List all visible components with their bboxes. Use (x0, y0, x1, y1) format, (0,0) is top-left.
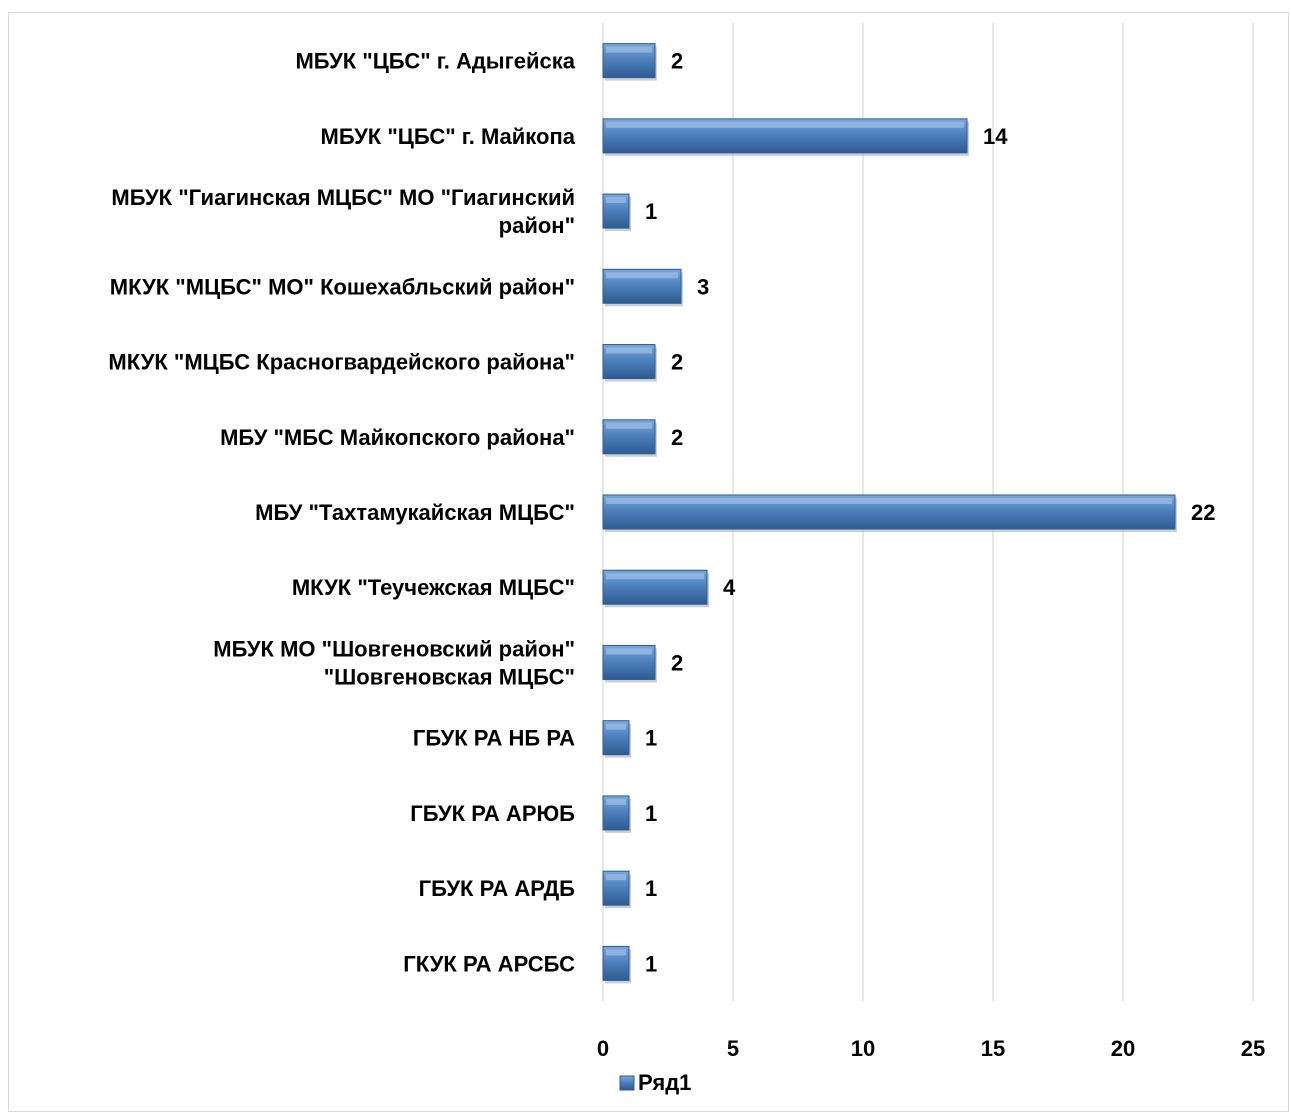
x-axis-ticks: 0 5 10 15 20 25 (597, 1036, 1265, 1061)
data-label: 1 (645, 726, 657, 751)
bar-highlight (606, 648, 652, 655)
bar-highlight (606, 573, 704, 580)
bar-chart: МБУК "ЦБС" г. Адыгейска МБУК "ЦБС" г. Май… (108, 23, 1265, 1095)
category-label: МБУ "Тахтамукайская МЦБС" (255, 500, 575, 525)
category-label: МБУК "Гиагинская МЦБС" МО "Гиагинский (111, 185, 575, 210)
category-label: ГКУК РА АРСБС (403, 951, 575, 976)
bar-highlight (606, 422, 652, 429)
category-label: МБУ "МБС Майкопского района" (220, 425, 575, 450)
category-label: МБУК МО "Шовгеновский район" (213, 636, 575, 661)
chart-frame: МБУК "ЦБС" г. Адыгейска МБУК "ЦБС" г. Май… (8, 12, 1289, 1112)
category-label: МКУК "Теучежская МЦБС" (292, 575, 575, 600)
x-tick-label: 5 (727, 1036, 739, 1061)
category-label: МБУК "ЦБС" г. Адыгейска (295, 49, 575, 74)
category-label: ГБУК РА АРЮБ (410, 801, 575, 826)
x-tick-label: 15 (981, 1036, 1005, 1061)
category-label: МКУК "МЦБС Красногвардейского района" (108, 350, 575, 375)
bar-highlight (606, 121, 964, 128)
data-label: 2 (671, 49, 683, 74)
bar-highlight (606, 46, 652, 53)
data-label: 2 (671, 425, 683, 450)
category-label: "Шовгеновская МЦБС" (324, 664, 575, 689)
category-label: район" (499, 213, 575, 238)
data-label: 1 (645, 951, 657, 976)
x-tick-label: 25 (1241, 1036, 1265, 1061)
data-label: 3 (697, 274, 709, 299)
legend-label: Ряд1 (638, 1070, 691, 1095)
category-label: ГБУК РА НБ РА (413, 726, 575, 751)
bar-highlight (606, 798, 626, 805)
x-tick-label: 0 (597, 1036, 609, 1061)
bar-highlight (606, 272, 678, 279)
x-tick-label: 10 (851, 1036, 875, 1061)
bar-highlight (606, 874, 626, 881)
category-label: ГБУК РА АРДБ (419, 876, 576, 901)
category-label: МБУК "ЦБС" г. Майкопа (321, 124, 576, 149)
category-label: МКУК "МЦБС" МО" Кошехабльский район" (110, 274, 575, 299)
data-label: 4 (723, 575, 736, 600)
bar-highlight (606, 498, 1172, 504)
legend: Ряд1 (619, 1070, 691, 1095)
data-label: 2 (671, 350, 683, 375)
data-label: 2 (671, 650, 683, 675)
bar-highlight (606, 723, 626, 730)
bars (602, 43, 1177, 984)
bar-highlight (606, 949, 626, 956)
bar-highlight (606, 197, 626, 204)
data-label: 1 (645, 199, 657, 224)
category-labels: МБУК "ЦБС" г. Адыгейска МБУК "ЦБС" г. Май… (108, 49, 575, 977)
data-label: 1 (645, 801, 657, 826)
bar-highlight (606, 347, 652, 354)
x-tick-label: 20 (1111, 1036, 1135, 1061)
data-label: 1 (645, 876, 657, 901)
data-label: 22 (1191, 500, 1215, 525)
legend-swatch (619, 1075, 635, 1091)
data-label: 14 (983, 124, 1008, 149)
